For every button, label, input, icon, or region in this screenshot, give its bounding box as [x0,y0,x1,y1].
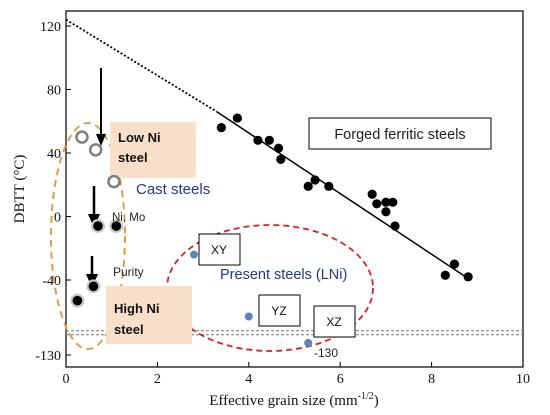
y-tick-label: 40 [47,147,61,162]
forged-steel-point [390,221,400,231]
xy-label: XY [211,243,227,257]
high-ni-label-1: High Ni [114,301,160,316]
present-steel-point [189,250,198,259]
forged-steel-point [276,154,286,164]
forged-steel-point [303,181,313,191]
y-tick-label: 80 [47,84,61,99]
forged-steel-point [253,135,263,145]
xz-label: XZ [326,315,341,329]
cast-steels-label: Cast steels [136,181,210,198]
x-tick-label: 4 [245,372,252,387]
y-tick-label: 0 [54,211,61,226]
plot-area [65,10,524,368]
forged-label: Forged ferritic steels [334,127,465,143]
forged-steel-point [216,123,226,133]
forged-steel-point [367,189,377,199]
ni-mo-label: Ni, Mo [112,212,145,224]
y-tick-label: -40 [42,274,61,289]
forged-label-box [308,117,492,150]
forged-steel-point [324,181,334,191]
x-tick-label: 8 [428,372,435,387]
x-axis-title: Effective grain size (mm-1/2) [209,391,379,409]
forged-steel-point [264,135,274,145]
low-ni-label-bg [110,122,196,178]
purity-label: Purity [113,265,144,279]
cast-steel-point [107,174,121,189]
forged-steel-point [310,175,320,185]
minus-130-label: -130 [314,346,338,360]
x-axis-ticks: 0 2 4 6 8 10 [63,362,530,387]
y-tick-label: 120 [40,20,61,35]
forged-steel-point [381,207,391,217]
forged-steel-point [273,143,284,153]
low-ni-label-1: Low Ni [118,130,161,145]
ni-steel-point-core [72,295,83,306]
xz-box [313,305,356,338]
present-steel-point [304,338,313,347]
xy-box [198,233,241,266]
forged-steel-point [372,199,382,209]
forged-steel-point [449,259,460,269]
x-tick-label: 0 [63,372,70,387]
y-axis-ticks: 120 80 40 0 -40 -130 [35,20,71,364]
ni-steel-point-core [88,281,99,292]
present-steel-point [244,312,253,321]
trend-line-extrapolated [65,18,218,113]
yz-box [258,294,301,327]
x-tick-label: 2 [154,372,161,387]
forged-steel-point [232,113,242,123]
cast-steel-point [75,130,89,144]
high-ni-label-bg [106,286,192,344]
x-tick-label: 6 [337,372,344,387]
data-points [70,113,473,347]
arrow-down-1 [96,68,106,146]
forged-steel-point [440,270,450,280]
ni-steel-point-core [93,221,103,231]
cast-steel-group-ellipse [50,122,126,350]
present-steels-label: Present steels (LNi) [220,267,347,283]
yz-label: YZ [271,304,286,318]
ni-steel-point-core [111,221,122,231]
x-tick-label: 10 [516,372,530,387]
low-ni-label-2: steel [118,150,148,165]
high-ni-label-2: steel [114,322,144,337]
y-tick-label: -130 [35,349,61,364]
cast-steel-point [88,143,103,157]
forged-steel-point [381,197,391,207]
forged-steel-point [463,272,473,282]
forged-steel-point [388,197,398,207]
y-axis-title: DBTT (°C) [12,155,28,224]
